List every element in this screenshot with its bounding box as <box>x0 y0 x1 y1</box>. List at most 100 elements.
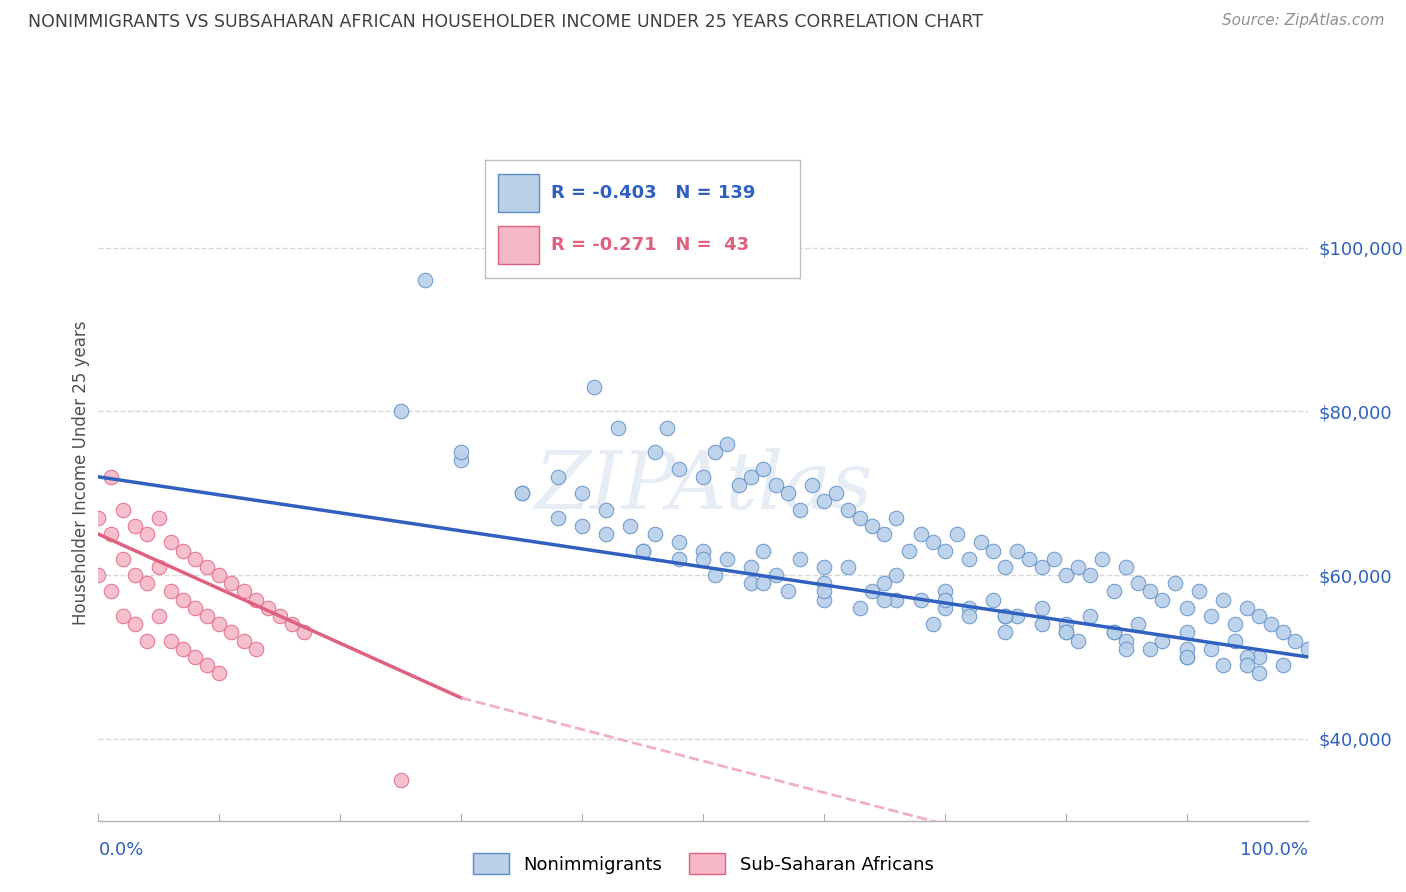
Text: ZIPAtlas: ZIPAtlas <box>534 448 872 525</box>
Point <box>1031 600 1053 615</box>
Point <box>1031 617 1053 632</box>
Point <box>195 560 218 574</box>
Point <box>172 592 194 607</box>
Text: R = -0.271   N =  43: R = -0.271 N = 43 <box>551 235 749 254</box>
Point <box>873 576 896 591</box>
Point <box>994 609 1017 624</box>
Point <box>837 560 859 574</box>
Point <box>510 486 533 500</box>
Point <box>510 486 533 500</box>
Point <box>256 600 278 615</box>
Point <box>1188 584 1211 599</box>
Point <box>873 527 896 541</box>
Point <box>1175 600 1198 615</box>
Point <box>1139 641 1161 656</box>
Point <box>595 527 617 541</box>
Point <box>957 600 980 615</box>
Point <box>934 543 956 558</box>
Point <box>87 510 110 524</box>
Point <box>981 592 1004 607</box>
Point <box>583 380 606 394</box>
Point <box>160 584 183 599</box>
Point <box>1054 625 1077 640</box>
Point <box>704 445 727 459</box>
Point <box>1042 551 1064 566</box>
Point <box>837 502 859 516</box>
Point <box>148 609 170 624</box>
Point <box>124 568 146 582</box>
Point <box>1054 568 1077 582</box>
Point <box>1272 625 1295 640</box>
Point <box>1163 576 1185 591</box>
Point <box>752 543 775 558</box>
Point <box>111 502 134 516</box>
Point <box>111 609 134 624</box>
Point <box>1054 617 1077 632</box>
Point <box>160 633 183 648</box>
Point <box>571 519 593 533</box>
Point <box>172 641 194 656</box>
Text: NONIMMIGRANTS VS SUBSAHARAN AFRICAN HOUSEHOLDER INCOME UNDER 25 YEARS CORRELATIO: NONIMMIGRANTS VS SUBSAHARAN AFRICAN HOUS… <box>28 13 983 31</box>
Point <box>921 617 943 632</box>
Point <box>644 527 666 541</box>
Point <box>1152 633 1174 648</box>
Point <box>292 625 315 640</box>
Point <box>1249 649 1271 664</box>
Point <box>897 543 920 558</box>
Point <box>1296 641 1319 656</box>
Point <box>172 543 194 558</box>
Point <box>644 445 666 459</box>
Point <box>813 576 835 591</box>
Point <box>1236 600 1258 615</box>
Point <box>100 470 122 484</box>
Point <box>619 519 641 533</box>
Point <box>245 592 267 607</box>
Point <box>1031 560 1053 574</box>
Point <box>886 592 908 607</box>
Bar <box>498 226 538 264</box>
Point <box>1102 625 1125 640</box>
Point <box>607 421 630 435</box>
Point <box>1007 609 1029 624</box>
Point <box>1236 649 1258 664</box>
Point <box>1236 658 1258 673</box>
Point <box>740 470 762 484</box>
Point <box>860 519 883 533</box>
Point <box>1223 617 1246 632</box>
Point <box>1175 649 1198 664</box>
Point <box>1139 584 1161 599</box>
Point <box>668 551 690 566</box>
Point <box>1175 641 1198 656</box>
Point <box>195 609 218 624</box>
Point <box>1152 592 1174 607</box>
Point <box>547 510 569 524</box>
Point <box>668 535 690 549</box>
Point <box>1115 633 1137 648</box>
Point <box>934 600 956 615</box>
Point <box>135 576 157 591</box>
Point <box>813 494 835 508</box>
Point <box>692 551 714 566</box>
Point <box>1128 617 1150 632</box>
Point <box>1223 633 1246 648</box>
Point <box>934 584 956 599</box>
Point <box>486 200 509 214</box>
Point <box>776 584 799 599</box>
Point <box>269 609 291 624</box>
Point <box>221 625 243 640</box>
Point <box>1284 633 1306 648</box>
Point <box>1115 560 1137 574</box>
Point <box>547 470 569 484</box>
Point <box>1067 633 1090 648</box>
Point <box>813 584 835 599</box>
Point <box>740 560 762 574</box>
Point <box>704 568 727 582</box>
Point <box>595 502 617 516</box>
Text: 100.0%: 100.0% <box>1240 841 1308 859</box>
Point <box>184 649 207 664</box>
Point <box>1175 649 1198 664</box>
Point <box>886 568 908 582</box>
Point <box>221 576 243 591</box>
Legend: Nonimmigrants, Sub-Saharan Africans: Nonimmigrants, Sub-Saharan Africans <box>465 846 941 881</box>
Point <box>873 592 896 607</box>
